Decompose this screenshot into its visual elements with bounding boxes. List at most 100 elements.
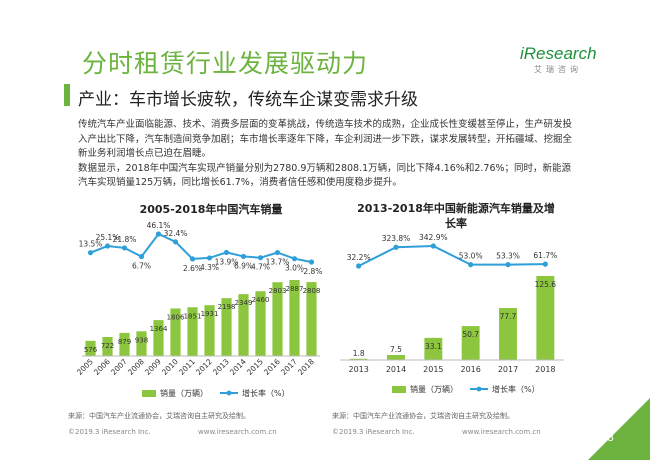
footer-site-right: www.iresearch.com.cn (462, 428, 541, 436)
bar (424, 337, 443, 360)
growth-rate-label: 2.6% (183, 264, 202, 273)
growth-rate-label: 4.7% (251, 263, 270, 272)
category-tick-label: 2008 (126, 357, 146, 377)
category-tick-label: 2016 (460, 365, 480, 374)
bar-value-label: 2887 (286, 285, 304, 293)
growth-rate-line (358, 244, 546, 267)
growth-rate-point (104, 243, 111, 249)
growth-rate-point (274, 249, 281, 256)
category-tick-label: 2016 (262, 357, 282, 377)
bar-value-label: 77.7 (500, 312, 517, 321)
logo-sub-text: 艾瑞咨询 (534, 65, 582, 74)
bar-value-label: 50.7 (462, 330, 479, 339)
corner-accent-triangle (588, 398, 650, 460)
legend-line-marker (476, 386, 482, 392)
bar-value-label: 125.6 (535, 280, 557, 289)
bar-value-label: 938 (135, 336, 148, 344)
bar (119, 332, 130, 356)
bar (387, 354, 405, 360)
bar-value-label: 2803 (269, 287, 287, 295)
growth-rate-point (257, 255, 264, 261)
category-tick-label: 2011 (177, 357, 197, 377)
growth-rate-point (172, 239, 179, 245)
category-tick-label: 2012 (194, 357, 214, 377)
category-tick-label: 2007 (109, 357, 129, 377)
bar (204, 305, 215, 356)
growth-rate-label: 32.2% (347, 253, 371, 262)
footer-copyright-right: ©2019.3 iResearch Inc. (332, 428, 415, 436)
growth-rate-point (542, 261, 548, 267)
body-text: 传统汽车产业面临能源、技术、消费多层面的变革挑战，传统造车技术的成熟，企业成长性… (78, 118, 578, 191)
growth-rate-label: 13.5% (79, 240, 103, 249)
chart2-title: 2013-2018年中国新能源汽车销量及增长率 (357, 202, 555, 230)
legend-bar-swatch (142, 390, 156, 397)
growth-rate-label: 3.0% (285, 264, 304, 273)
footer-copyright-left: ©2019.3 iResearch Inc. (68, 428, 151, 436)
growth-rate-label: -2.8% (301, 267, 323, 276)
category-tick-label: 2006 (92, 357, 112, 377)
bar-value-label: 1806 (167, 313, 185, 321)
growth-rate-label: 323.8% (382, 234, 411, 243)
legend-line-label: 增长率（%） (492, 384, 540, 394)
bar-value-label: 2808 (303, 287, 321, 295)
growth-rate-point (430, 243, 436, 249)
bar-value-label: 1931 (201, 310, 219, 318)
legend-line-marker (226, 390, 232, 396)
growth-rate-label: 13.9% (215, 257, 239, 266)
growth-rate-point (393, 244, 399, 250)
growth-rate-point (308, 259, 315, 265)
body-paragraph-1: 传统汽车产业面临能源、技术、消费多层面的变革挑战，传统造车技术的成熟，企业成长性… (78, 119, 573, 159)
chart1-title: 2005-2018年中国汽车销量 (139, 203, 283, 216)
bar (255, 291, 266, 356)
bar-value-label: 2349 (235, 299, 253, 307)
growth-rate-line (90, 232, 312, 263)
growth-rate-label: 53.3% (496, 252, 520, 261)
bar (461, 326, 480, 360)
bar (306, 282, 317, 356)
chart1-source: 来源：中国汽车产业流通协会，艾瑞咨询自主研究及绘制。 (68, 412, 250, 420)
category-tick-label: 2010 (160, 357, 180, 377)
page-number: 18 (600, 431, 614, 444)
bar-value-label: 1851 (184, 312, 202, 320)
bar (170, 308, 181, 356)
category-tick-label: 2005 (75, 357, 95, 377)
growth-rate-point (138, 253, 145, 260)
bar-value-label: 1.8 (353, 349, 365, 358)
growth-rate-point (189, 256, 196, 262)
bar (153, 320, 164, 356)
category-tick-label: 2015 (245, 357, 265, 377)
bar (349, 358, 368, 360)
growth-rate-point (468, 262, 474, 268)
iresearch-logo: iResearch 艾瑞咨询 (520, 44, 600, 75)
bar (221, 298, 232, 356)
growth-rate-label: 25.1% (96, 233, 120, 242)
bar (102, 336, 113, 356)
footer-site-left: www.iresearch.com.cn (198, 428, 277, 436)
subtitle-accent-bar (64, 84, 70, 106)
legend-bar-label: 销量（万辆） (160, 388, 208, 398)
growth-rate-point (206, 255, 213, 261)
bar (136, 331, 147, 356)
growth-rate-point (240, 253, 247, 260)
category-tick-label: 2013 (211, 357, 231, 377)
growth-rate-label: 32.4% (164, 229, 188, 238)
bar (187, 307, 198, 356)
growth-rate-label: 61.7% (533, 251, 557, 260)
growth-rate-label: 6.7% (132, 262, 151, 271)
legend-line-label: 增长率（%） (242, 388, 290, 398)
category-tick-label: 2015 (423, 365, 443, 374)
bar (238, 294, 249, 356)
category-tick-label: 2018 (535, 365, 555, 374)
growth-rate-label: 53.0% (459, 252, 483, 261)
bar-value-label: 2460 (252, 296, 270, 304)
growth-rate-point (356, 263, 362, 269)
category-tick-label: 2017 (498, 365, 518, 374)
growth-rate-label: 21.8% (113, 235, 137, 244)
growth-rate-point (223, 249, 230, 256)
growth-rate-point (121, 245, 128, 251)
bar (536, 276, 555, 360)
bar (272, 282, 283, 356)
page-title: 分时租赁行业发展驱动力 (82, 49, 369, 78)
legend-bar-swatch (392, 386, 406, 393)
growth-rate-point (291, 256, 298, 262)
